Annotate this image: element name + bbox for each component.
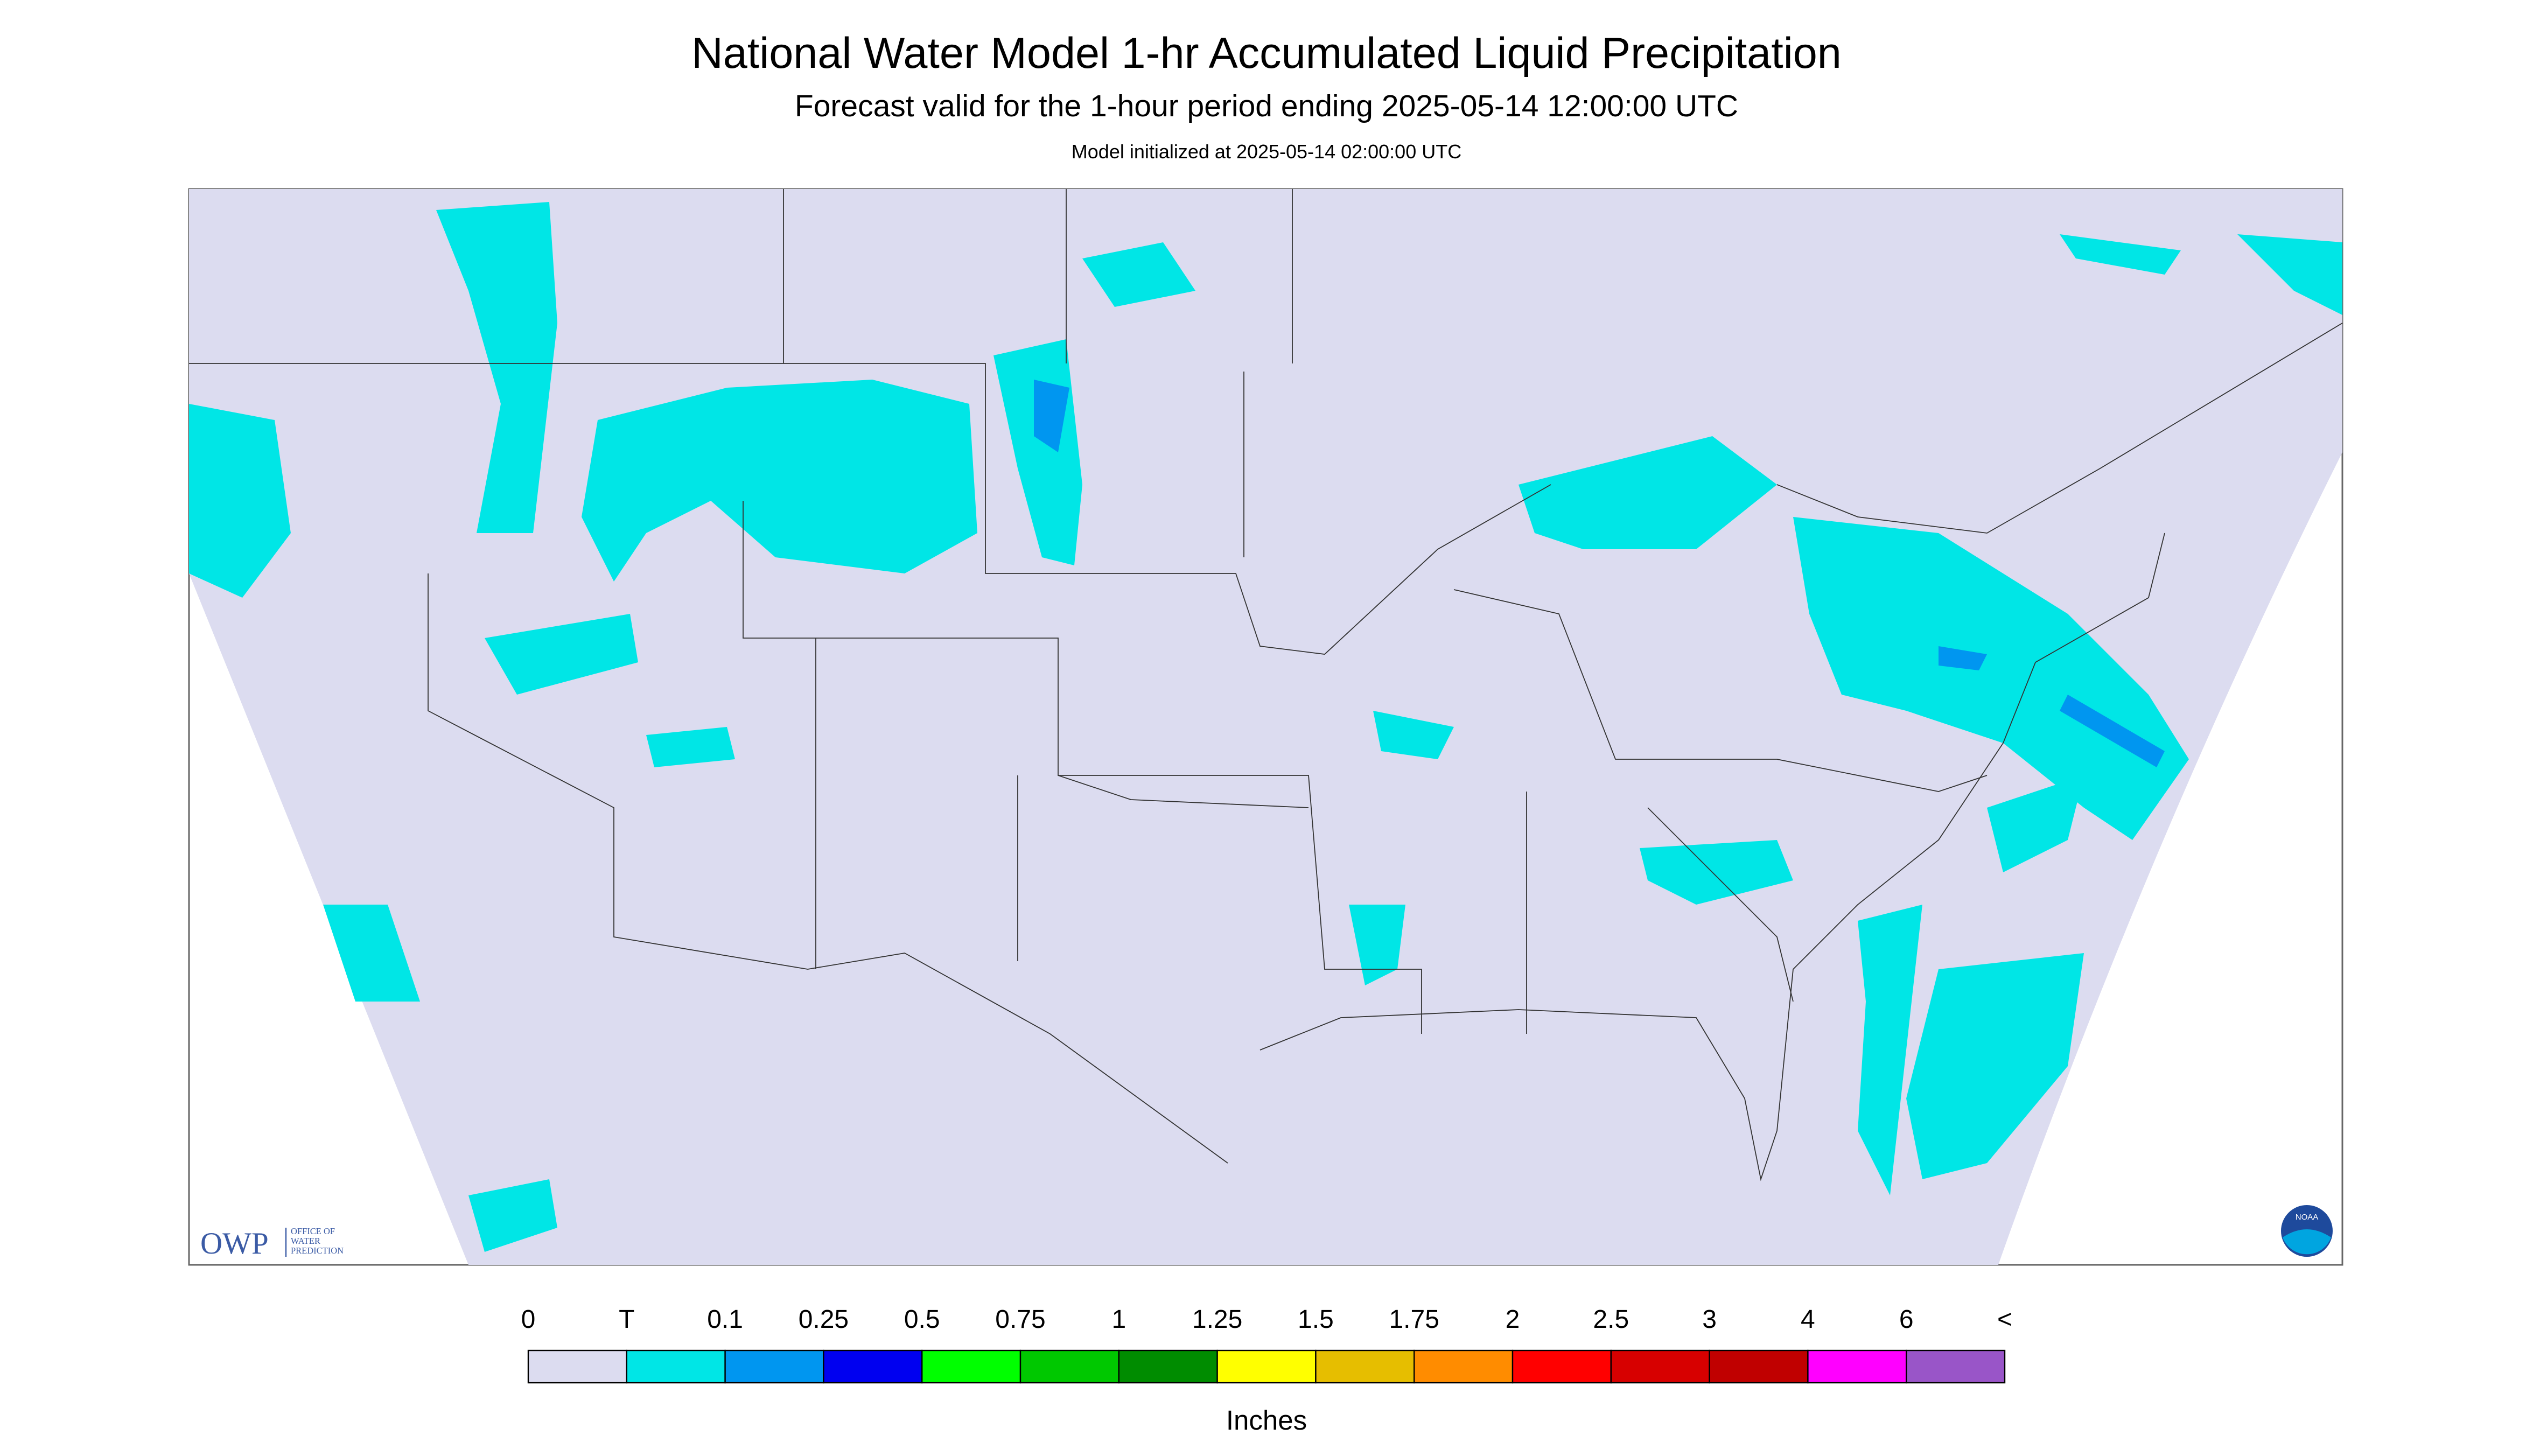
noaa-text: NOAA xyxy=(2296,1213,2319,1222)
legend-swatch xyxy=(1709,1349,1809,1384)
legend-label: 3 xyxy=(1702,1305,1717,1334)
legend-label: T xyxy=(619,1305,634,1334)
legend-label: 0 xyxy=(521,1305,536,1334)
legend-swatch xyxy=(1512,1349,1612,1384)
boundaries xyxy=(189,189,2343,1181)
legend-label: 4 xyxy=(1801,1305,1815,1334)
legend-swatch xyxy=(1019,1349,1120,1384)
legend-label: 1.5 xyxy=(1298,1305,1334,1334)
legend-label: 0.75 xyxy=(995,1305,1045,1334)
owp-logo: OWP OFFICE OF WATER PREDICTION xyxy=(200,1226,344,1261)
legend-label: 1.25 xyxy=(1192,1305,1242,1334)
owp-mark: OWP xyxy=(200,1227,269,1261)
legend-swatch xyxy=(1807,1349,1907,1384)
title: National Water Model 1-hr Accumulated Li… xyxy=(691,29,1842,78)
legend-swatch xyxy=(1315,1349,1415,1384)
owp-name: PREDICTION xyxy=(291,1245,344,1256)
legend-label: 0.5 xyxy=(904,1305,940,1334)
init-time: Model initialized at 2025-05-14 02:00:00… xyxy=(1072,141,1461,163)
legend-label: < xyxy=(1997,1305,2012,1334)
legend-label: 0.25 xyxy=(799,1305,849,1334)
legend-label: 6 xyxy=(1899,1305,1914,1334)
legend-label: 2 xyxy=(1506,1305,1520,1334)
legend-unit: Inches xyxy=(1226,1405,1307,1436)
legend-label: 2.5 xyxy=(1593,1305,1629,1334)
legend-label: 1 xyxy=(1111,1305,1126,1334)
legend-swatch xyxy=(724,1349,824,1384)
legend-swatch xyxy=(1414,1349,1514,1384)
legend-label: 1.75 xyxy=(1389,1305,1439,1334)
legend-swatch xyxy=(527,1349,628,1384)
precip-areas xyxy=(189,202,2342,1252)
legend-label: 0.1 xyxy=(707,1305,743,1334)
owp-name: OFFICE OF xyxy=(291,1226,335,1236)
noaa-logo: NOAA xyxy=(2281,1205,2333,1257)
legend-swatch xyxy=(626,1349,726,1384)
legend-swatch xyxy=(1216,1349,1317,1384)
legend-swatch xyxy=(921,1349,1021,1384)
legend-swatch xyxy=(1610,1349,1710,1384)
map-area: OWP OFFICE OF WATER PREDICTION NOAA xyxy=(188,188,2343,1266)
legend-swatch xyxy=(1118,1349,1218,1384)
subtitle: Forecast valid for the 1-hour period end… xyxy=(795,89,1738,123)
legend: 0 T 0.1 0.25 0.5 0.75 1 1.25 1.5 1.75 2 2.5 3 4 6 < Inch… xyxy=(521,1305,2012,1436)
legend-swatch xyxy=(823,1349,923,1384)
legend-swatch xyxy=(1905,1349,2006,1384)
owp-name: WATER xyxy=(291,1236,320,1246)
